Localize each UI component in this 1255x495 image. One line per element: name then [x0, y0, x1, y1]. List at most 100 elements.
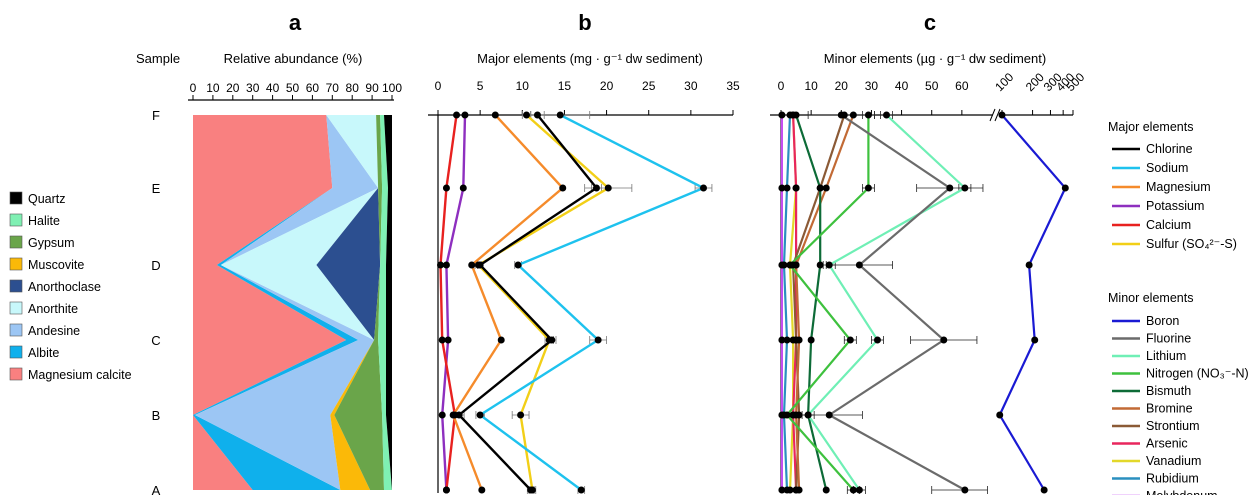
- point: [778, 185, 785, 192]
- tick-label-a: 80: [346, 81, 360, 95]
- tick-label-b: 5: [477, 79, 484, 93]
- legend-label: Strontium: [1146, 419, 1200, 433]
- legend-label: Bismuth: [1146, 384, 1191, 398]
- point: [823, 487, 830, 494]
- legend-header-minor: Minor elements: [1108, 291, 1193, 305]
- point: [790, 412, 797, 419]
- axis-label-a: Relative abundance (%): [224, 51, 363, 66]
- point: [796, 412, 803, 419]
- point: [700, 185, 707, 192]
- point: [475, 262, 482, 269]
- legend-swatch: [10, 280, 22, 292]
- point: [850, 487, 857, 494]
- panel-b: 0 5 10 15 20 25 30 35: [428, 79, 740, 494]
- tick-label-c: 40: [895, 79, 909, 93]
- row-header: Sample: [136, 51, 180, 66]
- point: [946, 185, 953, 192]
- sample-labels: F E D C B A: [151, 108, 160, 495]
- point: [865, 112, 872, 119]
- tick-label-c: 50: [925, 79, 939, 93]
- legend-label: Andesine: [28, 324, 80, 338]
- point: [808, 337, 815, 344]
- point: [559, 185, 566, 192]
- legend-label: Calcium: [1146, 218, 1191, 232]
- legend-elements: Major elementsChlorineSodiumMagnesiumPot…: [1108, 120, 1249, 495]
- point: [453, 112, 460, 119]
- legend-label: Sulfur (SO₄²⁻-S): [1146, 237, 1237, 251]
- tick-label-b: 30: [684, 79, 698, 93]
- tick-label-a: 50: [286, 81, 300, 95]
- point: [478, 487, 485, 494]
- point: [817, 262, 824, 269]
- point: [439, 412, 446, 419]
- point: [546, 337, 553, 344]
- legend-label: Molybdenum: [1146, 489, 1218, 495]
- tick-label-b: 35: [726, 79, 740, 93]
- point: [515, 262, 522, 269]
- tick-label-a: 40: [266, 81, 280, 95]
- legend-swatch: [10, 236, 22, 248]
- legend-label: Fluorine: [1146, 332, 1191, 346]
- tick-label-a: 60: [306, 81, 320, 95]
- legend-label: Halite: [28, 214, 60, 228]
- line-boron: [1000, 115, 1066, 490]
- point: [477, 412, 484, 419]
- legend-label: Chlorine: [1146, 142, 1193, 156]
- tick-label-a: 70: [326, 81, 340, 95]
- point: [961, 185, 968, 192]
- legend-label: Albite: [28, 346, 59, 360]
- point: [865, 185, 872, 192]
- point: [850, 112, 857, 119]
- tick-label-c-log: 100: [992, 70, 1016, 94]
- point: [793, 487, 800, 494]
- point: [492, 112, 499, 119]
- legend-swatch: [10, 368, 22, 380]
- sample-label-F: F: [152, 108, 160, 123]
- panel-letter-b: b: [578, 10, 591, 35]
- legend-label: Magnesium calcite: [28, 368, 132, 382]
- point: [841, 112, 848, 119]
- legend-label: Vanadium: [1146, 454, 1201, 468]
- point: [1041, 487, 1048, 494]
- tick-label-b: 0: [435, 79, 442, 93]
- line-magnesium: [453, 115, 563, 490]
- tick-label-a: 10: [206, 81, 220, 95]
- point: [498, 337, 505, 344]
- point: [529, 487, 536, 494]
- point: [595, 337, 602, 344]
- legend-swatch: [10, 324, 22, 336]
- tick-label-c: 60: [955, 79, 969, 93]
- point: [940, 337, 947, 344]
- point: [856, 487, 863, 494]
- legend-label: Muscovite: [28, 258, 84, 272]
- tick-label-a: 20: [226, 81, 240, 95]
- point: [1026, 262, 1033, 269]
- legend-label: Nitrogen (NO₃⁻-N): [1146, 367, 1249, 381]
- line-fluorine: [829, 115, 965, 490]
- point: [451, 412, 458, 419]
- tick-label-c: 30: [865, 79, 879, 93]
- tick-label-b: 15: [558, 79, 572, 93]
- point: [778, 412, 785, 419]
- legend-label: Lithium: [1146, 349, 1186, 363]
- point: [523, 112, 530, 119]
- point: [823, 185, 830, 192]
- point: [874, 337, 881, 344]
- point: [817, 185, 824, 192]
- point: [778, 262, 785, 269]
- legend-swatch: [10, 258, 22, 270]
- legend-label: Sodium: [1146, 161, 1188, 175]
- line-sulfur-so-s-: [479, 115, 609, 490]
- legend-label: Arsenic: [1146, 437, 1188, 451]
- point: [534, 112, 541, 119]
- legend-label: Potassium: [1146, 199, 1204, 213]
- point: [996, 412, 1003, 419]
- legend-swatch: [10, 346, 22, 358]
- legend-swatch: [10, 192, 22, 204]
- line-strontium: [793, 115, 844, 490]
- point: [439, 337, 446, 344]
- point: [793, 262, 800, 269]
- point: [787, 262, 794, 269]
- legend-label: Boron: [1146, 314, 1179, 328]
